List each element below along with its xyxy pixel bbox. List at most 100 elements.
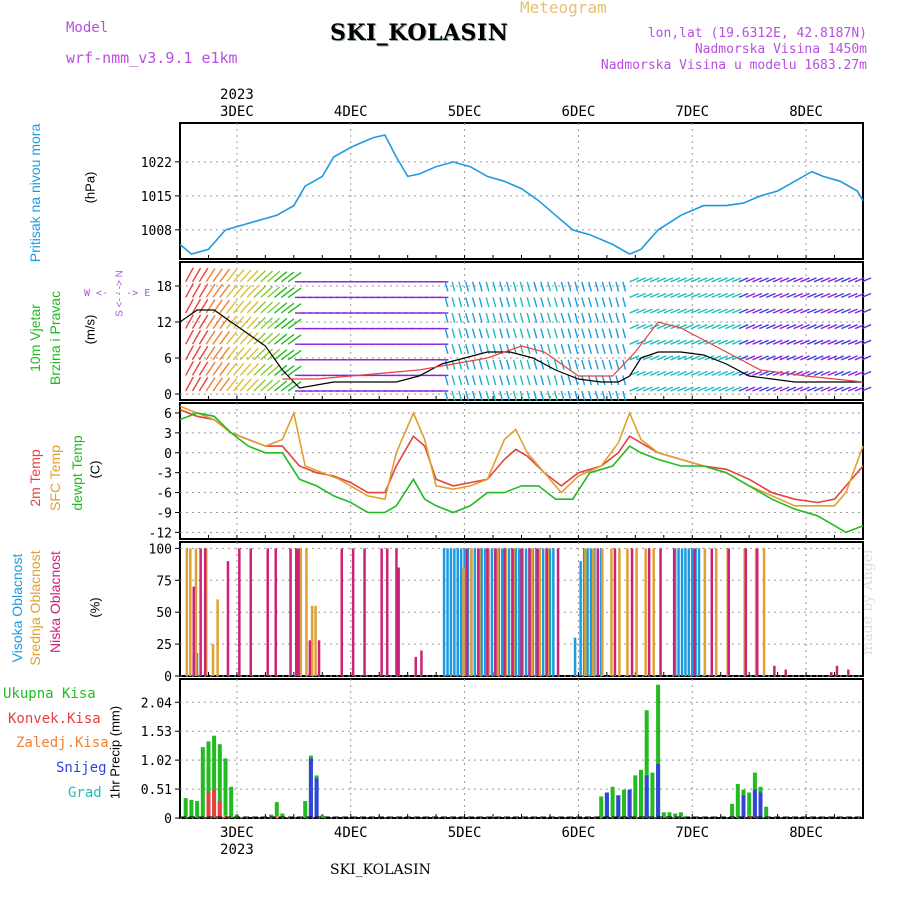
wind-arrow [567,328,572,339]
wind-arrow [752,339,763,345]
wind-arrow [594,281,599,292]
wind-arrow [779,308,790,314]
wind-arrow [636,292,646,299]
wind-arrow [219,346,231,361]
wind-arrow [745,277,756,283]
wind-arrow [656,355,667,361]
wind-arrow [581,390,586,401]
wind-arrow [471,390,476,401]
wind-arrow [841,277,851,283]
bar-visoka-oblacnost [687,548,691,676]
wind-arrow [738,308,749,314]
wind-arrow [280,333,295,345]
wind-arrow [191,361,202,376]
wind-arrow [533,297,538,308]
bar-ukupna-kisa [234,814,239,818]
bar-ukupna-kisa [195,801,200,818]
wind-arrow [759,339,769,345]
wind-arrow [847,308,858,314]
wind-arrow [519,390,524,401]
wind-arrow [800,339,810,345]
wind-arrow [512,328,517,339]
bar-visoka-oblacnost [442,548,446,676]
bar-srednja-oblacnost [592,548,595,676]
top-day-label: 3DEC [220,104,254,120]
wind-arrow [451,328,456,339]
wind-arrow [478,375,483,386]
wind-arrow [854,324,865,330]
bar-ukupna-kisa [735,784,740,818]
wind-arrow [745,355,756,361]
panel-temp: -12 -9 -6 -3 0 3 6 [149,402,864,541]
wind-arrow [547,281,552,292]
wind-arrow [704,277,715,283]
wind-arrow [191,345,202,361]
wind-arrow [745,292,756,299]
wind-arrow [690,277,701,283]
wind-arrow [239,269,252,283]
wind-arrow [587,297,593,308]
wind-arrow [670,292,681,299]
wind-arrow [649,339,660,345]
wind-arrow [533,344,538,355]
wind-arrow [854,386,865,392]
wind-arrow [772,339,783,345]
bar-ukupna-kisa [764,806,769,818]
wind-arrow [185,329,194,345]
wind-arrow [219,377,231,392]
wind-arrow [581,328,586,339]
top-year-label: 2023 [220,87,254,103]
wind-arrow [601,297,606,308]
wind-arrow [560,344,565,355]
wind-arrow [198,299,209,314]
wind-arrow [670,370,681,377]
wind-arrow [274,317,288,330]
wind-arrow [547,328,552,339]
wind-arrow [704,386,715,392]
wind-arrow [697,277,708,283]
bar-niska-oblacnost [494,548,497,676]
wind-arrow [834,386,845,392]
wind-arrow [465,297,470,308]
wind-arrow [547,390,552,401]
bar-niska-oblacnost [395,548,398,676]
bar-niska-oblacnost [340,548,343,676]
wind-arrow [759,370,769,377]
wind-arrow [226,300,238,314]
wind-arrow [841,308,851,314]
wind-arrow [745,308,756,314]
wind-arrow [485,281,490,292]
wind-arrow [841,292,851,299]
wind-arrow [444,297,449,308]
wind-arrow [191,267,202,283]
wind-arrow [759,324,769,330]
wind-arrow [253,301,266,314]
wind-arrow [608,375,613,386]
wind-arrow [512,297,517,308]
wind-arrow [492,390,497,401]
wind-arrow [847,370,858,377]
y-tick-label: 1015 [141,190,172,205]
wind-arrow [485,375,490,386]
wind-arrow [738,292,749,299]
wind-arrow [711,339,722,345]
bottom-day-label: 3DEC [220,825,254,841]
bar-niska-oblacnost [596,548,600,676]
wind-arrow [540,297,545,308]
bar-niska-oblacnost [486,548,489,676]
wind-arrow [574,297,579,308]
top-day-label: 5DEC [448,104,482,120]
wind-arrow [547,375,552,386]
wind-arrow [485,390,490,401]
wind-arrow [615,375,620,386]
wind-arrow [704,324,715,330]
legend-ukupna-kisa: Ukupna Kisa [3,686,96,702]
wind-arrow [601,390,606,401]
wind-arrow [861,386,872,392]
y-tick-label: 12 [156,316,172,331]
wind-arrow [806,277,817,283]
wind-arrow [574,344,579,355]
wind-arrow [587,281,593,292]
wind-arrow [567,297,572,308]
wind-arrow [684,324,694,330]
